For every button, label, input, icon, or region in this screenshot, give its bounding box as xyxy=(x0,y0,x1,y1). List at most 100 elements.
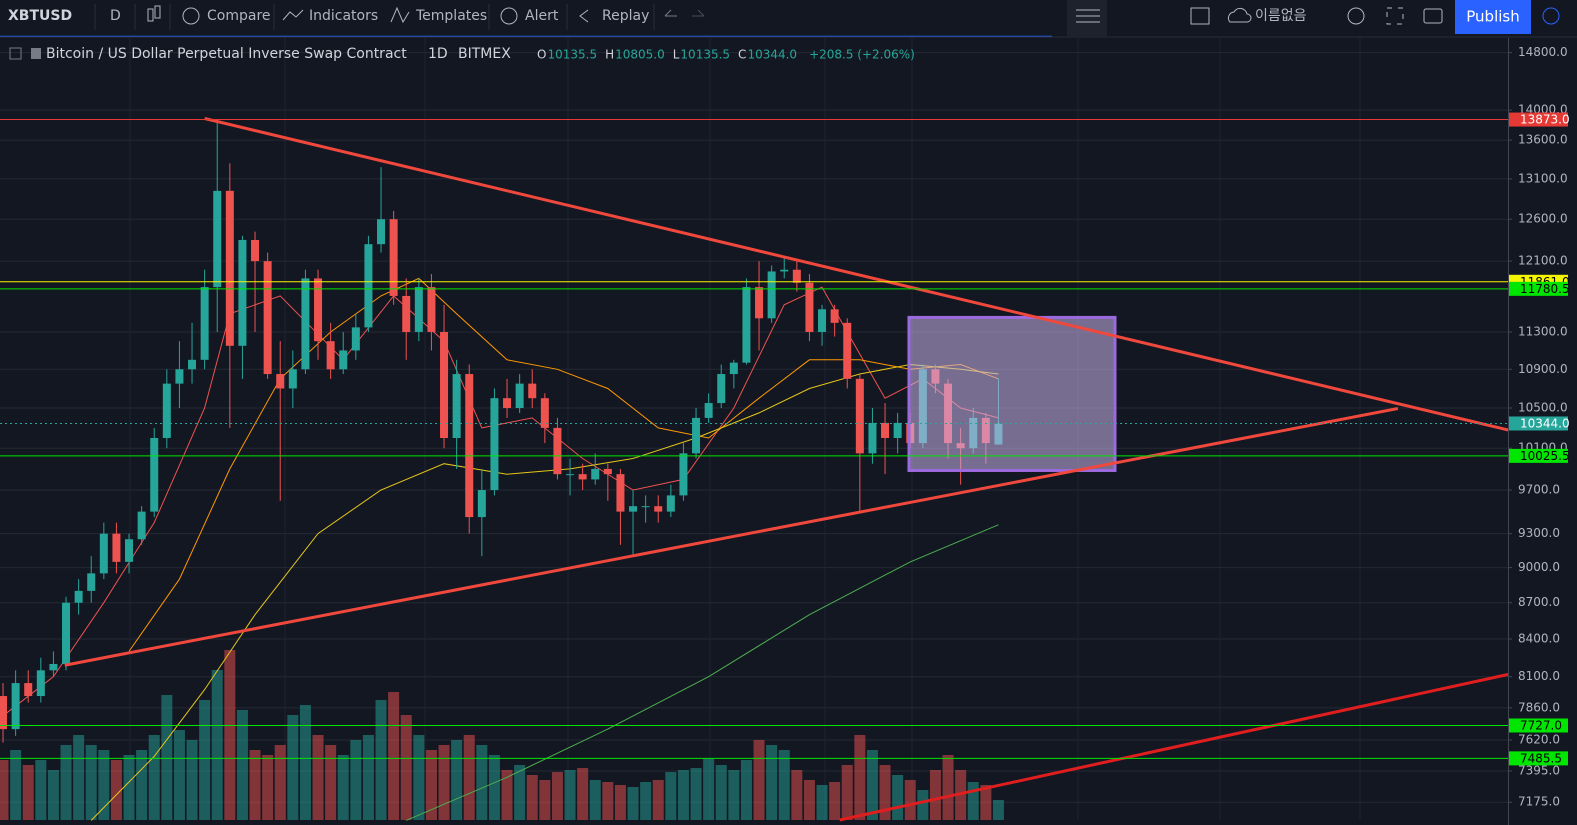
volume-bar xyxy=(425,750,437,820)
indicators-button[interactable]: Indicators xyxy=(309,8,378,24)
templates-icon[interactable] xyxy=(390,6,410,24)
volume-bar xyxy=(514,765,526,820)
y-tick-label: 8700.0 xyxy=(1518,595,1560,609)
indicators-icon[interactable] xyxy=(282,9,304,21)
ohlc-key: O xyxy=(537,48,546,62)
undo-icon[interactable] xyxy=(664,9,677,17)
candle-body xyxy=(137,511,146,540)
alert-button[interactable]: Alert xyxy=(525,8,559,24)
volume-bar xyxy=(337,755,349,820)
volume-bar xyxy=(829,782,841,820)
replay-icon[interactable] xyxy=(579,9,589,23)
candle-body xyxy=(377,219,386,245)
volume-bar xyxy=(47,770,59,820)
ohlc-key: H xyxy=(605,48,614,62)
candle-body xyxy=(780,269,789,272)
volume-bar xyxy=(866,750,878,820)
price-tag-label: 11780.5 xyxy=(1520,282,1570,296)
volume-bar xyxy=(640,782,652,820)
ohlc-value: 10344.0 xyxy=(747,48,797,62)
volume-bar xyxy=(892,775,904,820)
candle-body xyxy=(402,295,411,332)
candle-body xyxy=(364,244,373,328)
volume-bar xyxy=(841,765,853,820)
candle-body xyxy=(0,696,8,730)
volume-bar xyxy=(690,768,702,820)
candle-body xyxy=(112,533,121,562)
volume-bar xyxy=(715,765,727,820)
volume-bar xyxy=(73,735,85,820)
candle-body xyxy=(238,239,247,346)
candle-body xyxy=(440,331,449,439)
layout-icon[interactable] xyxy=(1190,7,1210,25)
candle-body xyxy=(666,495,675,512)
compare-button[interactable]: Compare xyxy=(207,8,271,24)
volume-bar xyxy=(211,670,223,820)
volume-bar xyxy=(816,785,828,820)
candle-body xyxy=(36,670,45,697)
cloud-icon[interactable] xyxy=(1227,7,1252,23)
candle-body xyxy=(591,468,600,480)
candle-body xyxy=(389,219,398,296)
play-icon[interactable] xyxy=(1542,7,1560,25)
volume-bar xyxy=(904,780,916,820)
ohlc-legend: O 10135.5 H 10805.0 L 10135.5 C 10344.0 +208.5 (… xyxy=(537,48,915,62)
ohlc-value: 10805.0 xyxy=(615,48,665,62)
expand-icon[interactable] xyxy=(9,47,22,60)
volume-bar xyxy=(375,700,387,820)
interval[interactable]: D xyxy=(110,8,121,24)
menu-button[interactable] xyxy=(1067,0,1107,36)
alert-icon[interactable] xyxy=(500,7,518,25)
volume-bar xyxy=(262,755,274,820)
settings-icon[interactable] xyxy=(1347,7,1365,25)
candle-body xyxy=(477,490,486,518)
candle-body xyxy=(62,602,71,664)
snapshot-icon[interactable] xyxy=(1423,8,1443,24)
volume-bar xyxy=(791,770,803,820)
volume-bar xyxy=(199,700,211,820)
volume-bar xyxy=(173,730,185,820)
y-tick-label: 7620.0 xyxy=(1518,732,1560,746)
redo-icon[interactable] xyxy=(692,9,705,17)
candle-body xyxy=(150,438,159,512)
candle-body xyxy=(74,590,83,603)
volume-bar xyxy=(703,758,715,820)
fullscreen-icon[interactable] xyxy=(1386,7,1404,25)
y-tick-label: 7175.0 xyxy=(1518,795,1560,809)
candle-body xyxy=(288,369,297,389)
y-tick-label: 12100.0 xyxy=(1518,254,1568,268)
range-box xyxy=(907,315,1117,472)
ohlc-key: L xyxy=(673,48,680,62)
y-tick-label: 8400.0 xyxy=(1518,632,1560,646)
volume-bar xyxy=(451,740,463,820)
y-tick-label: 7395.0 xyxy=(1518,763,1560,777)
templates-button[interactable]: Templates xyxy=(415,8,487,24)
ohlc-value: 10135.5 xyxy=(680,48,730,62)
replay-button[interactable]: Replay xyxy=(602,8,649,24)
price-tag xyxy=(1509,281,1568,296)
publish-button[interactable] xyxy=(1455,0,1531,34)
toolbar xyxy=(0,0,1577,36)
candle-style-icon[interactable] xyxy=(147,5,161,22)
price-tag xyxy=(1509,448,1568,463)
volume-bar xyxy=(803,780,815,820)
series-interval: 1D xyxy=(428,46,448,62)
y-tick-label: 8100.0 xyxy=(1518,669,1560,683)
volume-bar xyxy=(236,710,248,820)
volume-bar xyxy=(917,790,929,820)
price-tag-label: 7727.0 xyxy=(1520,719,1562,733)
y-tick-label: 11300.0 xyxy=(1518,324,1568,338)
candle-body xyxy=(742,287,751,363)
volume-bar xyxy=(728,770,740,820)
volume-bar xyxy=(526,775,538,820)
y-tick-label: 13600.0 xyxy=(1518,133,1568,147)
candle-body xyxy=(729,362,738,375)
layout-name[interactable]: 이름없음 xyxy=(1255,8,1307,24)
compare-icon[interactable] xyxy=(182,7,200,25)
candle-body xyxy=(87,573,96,591)
candle-body xyxy=(314,278,323,342)
moving-average xyxy=(2,286,999,717)
price-tag-label: 7485.5 xyxy=(1520,751,1562,765)
candle-body xyxy=(868,422,877,454)
symbol[interactable]: XBTUSD xyxy=(8,8,72,24)
